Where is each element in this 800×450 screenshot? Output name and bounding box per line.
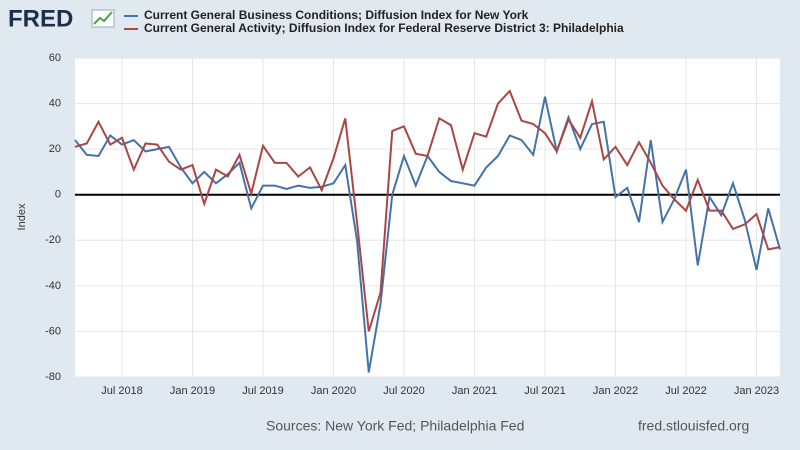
x-tick-label: Jul 2019 — [242, 385, 284, 397]
x-tick-label: Jul 2022 — [665, 385, 707, 397]
y-tick-label: -40 — [45, 280, 61, 292]
x-tick-label: Jan 2019 — [170, 385, 215, 397]
y-axis-label: Index — [16, 203, 28, 230]
y-tick-label: 0 — [55, 189, 61, 201]
url: fred.stlouisfed.org — [638, 418, 749, 434]
x-tick-label: Jan 2020 — [311, 385, 356, 397]
plot-area — [75, 58, 780, 377]
legend-label: Current General Business Conditions; Dif… — [144, 8, 529, 22]
x-tick-label: Jul 2021 — [524, 385, 566, 397]
x-tick-label: Jan 2022 — [593, 385, 638, 397]
series-line — [74, 89, 781, 332]
y-tick-label: 40 — [49, 97, 61, 109]
y-tick-label: 60 — [49, 52, 61, 64]
y-tick-label: -20 — [45, 234, 61, 246]
sources: Sources: New York Fed; Philadelphia Fed — [266, 418, 524, 434]
x-tick-label: Jan 2021 — [452, 385, 497, 397]
y-tick-label: -60 — [45, 325, 61, 337]
legend-label: Current General Activity; Diffusion Inde… — [144, 21, 624, 35]
y-tick-label: -80 — [45, 371, 61, 383]
logo-icon — [91, 9, 115, 28]
x-tick-label: Jul 2020 — [383, 385, 425, 397]
x-tick-label: Jul 2018 — [101, 385, 143, 397]
x-tick-label: Jan 2023 — [734, 385, 779, 397]
y-tick-label: 20 — [49, 143, 61, 155]
logo: FRED — [8, 5, 73, 32]
